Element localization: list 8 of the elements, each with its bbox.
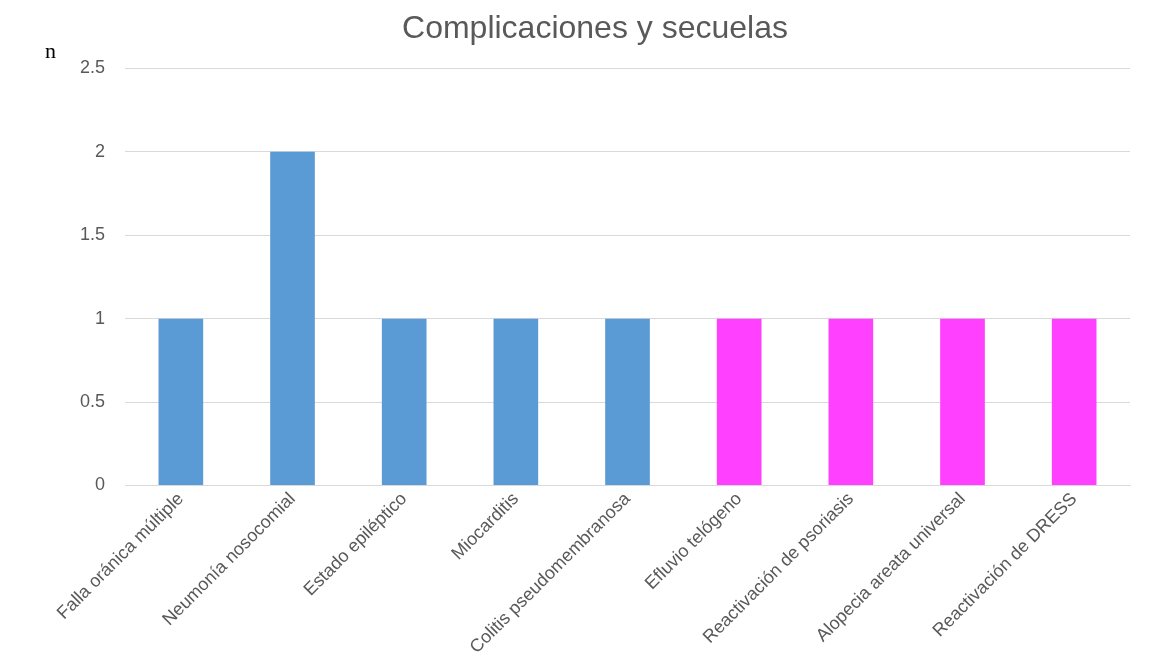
y-tick-label: 1 (95, 307, 106, 328)
y-tick-label: 0 (95, 474, 106, 495)
y-tick-label: 2 (95, 140, 106, 161)
y-axis-title: n (45, 37, 56, 63)
chart-title: Complicaciones y secuelas (402, 9, 788, 46)
y-tick-label: 1.5 (79, 224, 106, 245)
y-tick-label: 0.5 (79, 391, 106, 412)
y-tick-label: 2.5 (79, 57, 106, 78)
